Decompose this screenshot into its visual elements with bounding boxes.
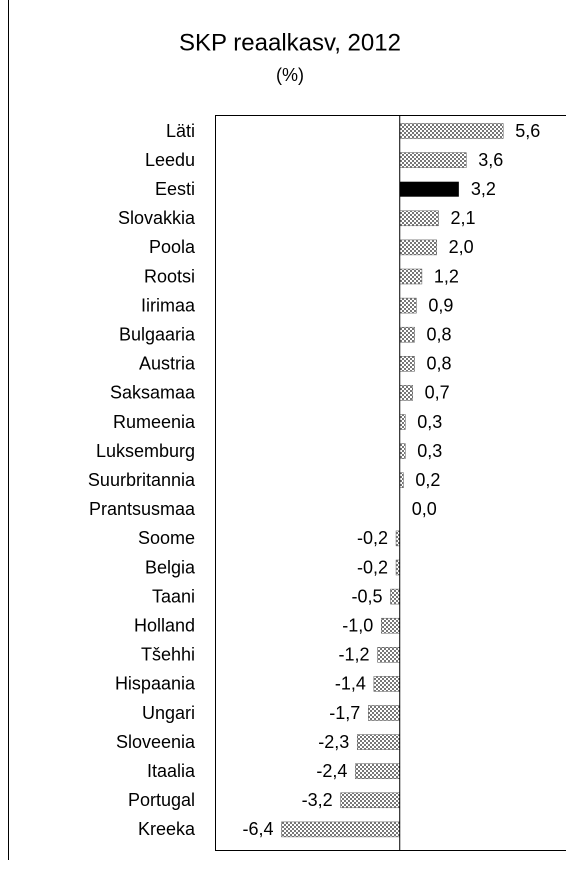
bar <box>356 734 400 750</box>
value-label: 0,2 <box>415 470 440 490</box>
value-label: -0,2 <box>357 528 388 548</box>
bar <box>399 152 467 168</box>
value-label: 0,0 <box>412 499 437 519</box>
bar <box>373 676 400 692</box>
category-label: Sloveenia <box>116 732 196 752</box>
value-label: -0,2 <box>357 557 388 577</box>
category-label: Bulgaaria <box>119 324 196 344</box>
bar <box>399 414 406 430</box>
value-label: 0,8 <box>427 354 452 374</box>
bar <box>399 210 439 227</box>
value-label: 1,2 <box>434 266 459 286</box>
bar <box>355 763 400 779</box>
category-label: Rumeenia <box>113 412 196 432</box>
category-label: Tšehhi <box>141 645 195 665</box>
value-label: -2,3 <box>318 732 349 752</box>
value-label: -2,4 <box>316 761 347 781</box>
category-label: Prantsusmaa <box>89 499 196 519</box>
bar <box>399 297 417 314</box>
category-label: Läti <box>166 121 195 141</box>
bar <box>368 705 400 721</box>
value-label: 0,3 <box>417 441 442 461</box>
value-label: -1,7 <box>329 703 360 723</box>
value-label: -1,0 <box>342 615 373 635</box>
value-label: -6,4 <box>242 819 273 839</box>
bar <box>377 647 400 663</box>
bar <box>399 123 504 139</box>
category-label: Saksamaa <box>110 383 196 403</box>
chart-title: SKP reaalkasv, 2012 <box>179 29 401 56</box>
bar <box>399 239 437 256</box>
value-label: 2,0 <box>449 237 474 257</box>
category-label: Kreeka <box>138 819 196 839</box>
category-label: Rootsi <box>144 266 195 286</box>
plot-frame <box>215 115 566 851</box>
category-label: Ungari <box>142 703 195 723</box>
bar <box>281 821 400 838</box>
bar <box>381 617 400 634</box>
bar <box>399 385 413 401</box>
category-label: Luksemburg <box>96 441 195 461</box>
bar <box>399 472 404 488</box>
category-label: Suurbritannia <box>88 470 196 490</box>
value-label: 0,3 <box>417 412 442 432</box>
category-label: Slovakkia <box>118 208 196 228</box>
category-label: Hispaania <box>115 674 196 694</box>
category-label: Itaalia <box>147 761 196 781</box>
category-label: Soome <box>138 528 195 548</box>
value-label: 0,9 <box>428 295 453 315</box>
bar <box>399 181 459 197</box>
value-label: -1,2 <box>339 645 370 665</box>
value-label: -0,5 <box>351 586 382 606</box>
category-label: Taani <box>152 586 195 606</box>
chart-subtitle: (%) <box>276 65 304 85</box>
value-label: 5,6 <box>515 121 540 141</box>
category-label: Leedu <box>145 150 195 170</box>
bar <box>399 268 423 285</box>
bar <box>395 530 400 547</box>
bar <box>399 326 415 343</box>
bar <box>395 559 400 576</box>
bar <box>390 588 400 605</box>
category-label: Austria <box>139 354 196 374</box>
category-label: Portugal <box>128 790 195 810</box>
value-label: 3,6 <box>478 150 503 170</box>
value-label: -3,2 <box>302 790 333 810</box>
category-label: Eesti <box>155 179 195 199</box>
value-label: 0,7 <box>425 383 450 403</box>
category-label: Holland <box>134 615 195 635</box>
category-label: Poola <box>149 237 196 257</box>
category-label: Belgia <box>145 557 196 577</box>
value-label: 3,2 <box>471 179 496 199</box>
value-label: 2,1 <box>451 208 476 228</box>
value-label: -1,4 <box>335 674 366 694</box>
value-label: 0,8 <box>427 324 452 344</box>
bar <box>340 792 400 809</box>
category-label: Iirimaa <box>141 295 196 315</box>
bar <box>399 443 406 459</box>
bar <box>399 356 415 372</box>
